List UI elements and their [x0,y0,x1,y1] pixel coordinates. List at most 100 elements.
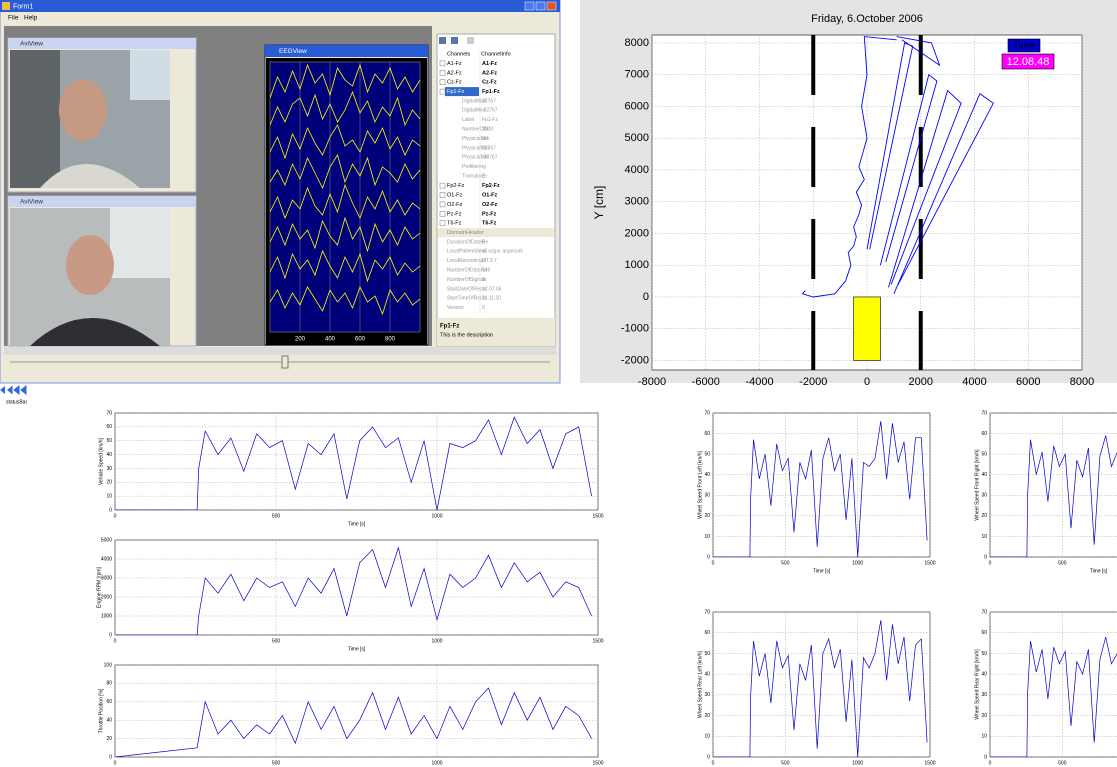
y-axis-label: Wheel Speed Front Left [km/h] [697,450,703,518]
chart-title: Friday, 6.October 2006 [811,13,923,25]
expander [439,70,446,76]
shirt [40,164,140,188]
y-tick-label: 10 [704,534,710,540]
maximize-button[interactable] [535,1,546,11]
property-name: PhysicalDim [462,136,490,142]
x-tick-label: 1500 [592,513,603,519]
eeg-titlebar [265,45,428,57]
selected-row [445,87,479,97]
channel-info: Fp2-Fz [482,183,500,189]
expander [439,88,446,95]
toolbar-icon[interactable] [467,37,474,44]
channel-info: Cz-Fz [482,80,497,86]
data-line [990,636,1117,757]
plot-area [114,412,599,511]
x-tick-label: 0 [864,376,870,388]
expander [439,192,446,198]
x-tick-label: -8000 [638,376,666,388]
x-tick-label: 1500 [924,560,935,566]
y-tick-label: 60 [704,630,710,636]
toolbar-icon[interactable] [451,37,458,44]
y-axis-label: Engine RPM [rpm] [96,566,102,607]
y-tick-label: 40 [981,671,987,677]
chart: 0 1000 2000 3000 4000 5000 0 500 1000 1500 Time [s… [96,537,603,652]
y-tick-label: 4000 [101,556,112,562]
y-tick-label: 50 [704,451,710,457]
channel-name: O1-Fz [447,192,463,198]
y-tick-label: 2000 [625,227,649,239]
property-value: 21.11.20 [482,296,501,302]
data-line [713,421,928,557]
chart: -2000 -1000 0 1000 2000 3000 4000 5000 6000 7000 8… [592,13,1094,388]
y-tick-label: 50 [106,438,112,444]
nav-icons[interactable] [0,386,12,394]
y-axis-label: Wheel Speed Front Right [km/h] [974,449,980,521]
channel-name: A1-Fz [447,61,462,67]
x-tick-label: 1500 [924,760,935,766]
channel-name: O2-Fz [447,202,463,208]
data-line [270,285,420,316]
scrollbar[interactable] [4,347,556,355]
y-tick-label: 40 [106,718,112,724]
y-tick-label: 60 [106,424,112,430]
x-tick-label: 1000 [852,760,863,766]
data-line [270,216,420,253]
property-name: DurationOfDataRe [447,239,488,245]
form-title: Form1 [13,3,33,10]
x-tick-label: 200 [295,337,306,343]
property-value: uV [482,136,489,142]
status-bar: statusBar [6,399,27,405]
property-value: -32767 [482,155,498,161]
car-pillar [10,50,60,188]
y-tick-label: 50 [981,651,987,657]
channel-name: Cz-Fz [447,80,462,86]
form-titlebar [0,0,560,12]
y-tick-label: 70 [704,609,710,615]
y-tick-label: 8000 [625,37,649,49]
property-value: 12.07.06 [482,286,502,292]
data-line [888,89,962,288]
x-tick-label: 2000 [909,376,933,388]
property-value: 9 [482,277,485,283]
data-line [270,124,420,160]
data-line [270,63,420,99]
x-axis-label: Time [s] [1090,568,1108,574]
menu-item[interactable]: File [8,15,19,22]
y-tick-label: 30 [704,493,710,499]
trackbar-thumb[interactable] [281,355,289,369]
property-name: Transducer [462,174,487,180]
x-axis-label: Time [s] [348,646,366,652]
channel-name: T6-Fz [447,221,462,227]
y-tick-label: 60 [704,431,710,437]
data-line [115,416,592,510]
channel-name: Fp1-Fz [447,89,465,95]
minimize-button[interactable] [524,1,535,11]
y-tick-label: 70 [981,410,987,416]
property-value: 0 [482,305,485,311]
data-line [893,93,994,294]
x-tick-label: 400 [325,337,336,343]
channel-name: A2-Fz [447,70,462,76]
x-tick-label: -4000 [745,376,773,388]
y-tick-label: 10 [981,534,987,540]
x-tick-label: 1000 [431,760,442,766]
y-tick-label: 0 [643,291,649,303]
nav-icons[interactable] [11,384,27,396]
data-line [713,620,928,757]
legend-value-box [1001,53,1055,70]
description-title: Fp1-Fz [440,324,459,330]
property-value: 5 [482,239,485,245]
plot-area [269,61,421,333]
property-value: 32767 [482,98,496,104]
close-button[interactable] [546,1,557,11]
menu-item[interactable]: Help [24,15,38,22]
data-line [879,73,938,266]
x-tick-label: -2000 [799,376,827,388]
property-name: StartTimeOfRecor [447,296,487,302]
toolbar-icon[interactable] [439,37,446,44]
y-tick-label: 20 [704,513,710,519]
x-tick-label: 1500 [592,760,603,766]
chart: 0 10 20 30 40 50 60 70 0 500 1000 1500 Time [s] Vehic… [98,410,603,527]
